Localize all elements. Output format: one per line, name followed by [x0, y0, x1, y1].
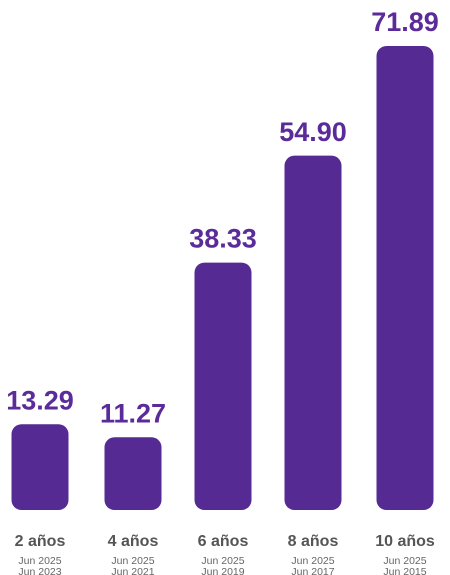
date-label: Jun 2025	[111, 555, 154, 567]
value-label: 54.90	[279, 117, 347, 147]
value-label: 71.89	[371, 7, 439, 37]
date-label: Jun 2017	[291, 566, 334, 575]
date-label: Jun 2025	[383, 555, 426, 567]
date-label: Jun 2023	[18, 566, 61, 575]
value-label: 11.27	[100, 398, 166, 428]
date-label: Jun 2025	[18, 555, 61, 567]
bar	[376, 46, 434, 510]
bar	[11, 424, 69, 510]
bar	[284, 155, 342, 511]
value-label: 13.29	[6, 385, 74, 415]
date-label: Jun 2019	[201, 566, 244, 575]
date-label: Jun 2025	[291, 555, 334, 567]
category-label: 8 años	[288, 533, 339, 550]
category-label: 6 años	[198, 533, 249, 550]
date-label: Jun 2021	[111, 566, 154, 575]
bar	[104, 437, 162, 510]
category-label: 2 años	[15, 533, 66, 550]
value-label: 38.33	[189, 224, 257, 254]
category-label: 4 años	[108, 533, 159, 550]
date-label: Jun 2025	[201, 555, 244, 567]
date-label: Jun 2015	[383, 566, 426, 575]
bar	[194, 262, 252, 510]
category-label: 10 años	[375, 533, 435, 550]
